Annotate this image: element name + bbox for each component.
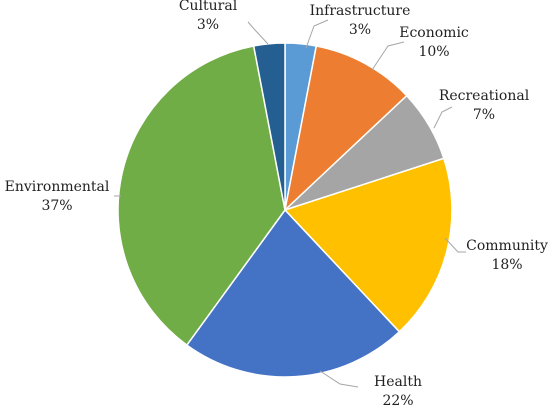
slice-label-health: Health <box>374 374 422 390</box>
pie-slice-community <box>283 157 453 333</box>
data-labels: Infrastructure 3% Economic 10% Recreational 7… <box>5 0 548 409</box>
slice-label-cultural: Cultural <box>179 0 238 14</box>
leader-lines <box>114 19 466 388</box>
slice-label-community: Community <box>466 238 548 254</box>
pie-slice-economic <box>283 45 408 213</box>
slice-label-environmental: Environmental <box>5 179 110 195</box>
leader-line-infrastructure <box>305 19 329 49</box>
leader-line-health <box>319 370 359 388</box>
slice-value-environmental: 37% <box>41 198 72 214</box>
pie-slice-cultural <box>252 42 286 211</box>
slice-value-economic: 10% <box>418 44 449 60</box>
slice-value-community: 18% <box>491 257 522 273</box>
slice-label-infrastructure: Infrastructure <box>310 3 411 19</box>
pie-slice-environmental <box>117 45 286 347</box>
leader-line-economic <box>371 41 405 71</box>
slice-label-recreational: Recreational <box>439 88 530 104</box>
leader-line-community <box>444 237 466 253</box>
leader-line-recreational <box>433 106 453 129</box>
slice-label-economic: Economic <box>399 25 469 41</box>
leader-line-cultural <box>247 21 269 45</box>
slice-value-recreational: 7% <box>473 107 495 123</box>
slice-value-infrastructure: 3% <box>349 22 371 38</box>
slice-value-cultural: 3% <box>197 17 219 33</box>
slice-value-health: 22% <box>382 393 413 409</box>
pie-slices <box>117 42 453 378</box>
pie-slice-health <box>185 208 401 378</box>
